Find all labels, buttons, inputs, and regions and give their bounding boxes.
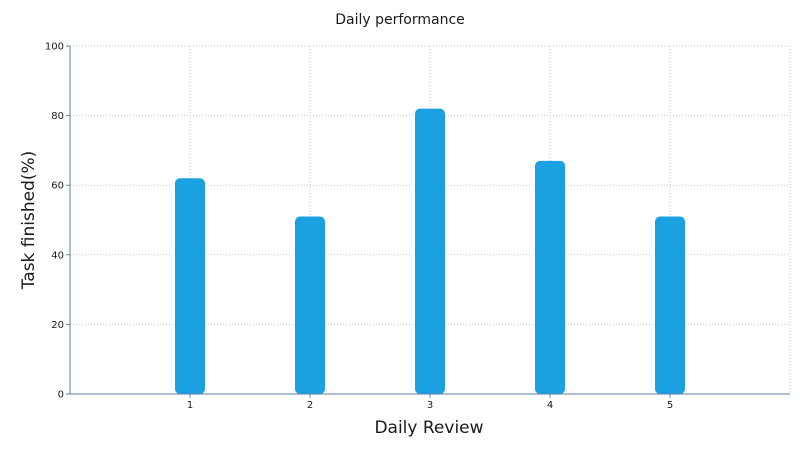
bar [175,178,205,394]
x-tick-label: 2 [307,400,313,411]
y-axis-label: Task finished(%) [19,151,39,291]
bar [655,216,685,394]
bar [295,216,325,394]
bar [535,160,565,394]
x-tick-label: 4 [547,400,553,411]
y-tick-label: 60 [51,181,64,192]
chart-title: Daily performance [335,12,465,28]
bar [415,108,445,394]
x-tick-label: 1 [187,400,193,411]
y-tick-label: 40 [51,250,64,261]
y-tick-label: 0 [58,390,64,401]
y-tick-label: 100 [45,42,64,53]
x-tick-label: 3 [427,400,433,411]
x-axis-label: Daily Review [374,418,483,438]
bars [175,108,685,394]
y-tick-label: 80 [51,111,64,122]
y-tick-label: 20 [51,320,64,331]
ticks: 0 20 40 60 80 100 1 2 3 4 5 [45,42,673,412]
x-tick-label: 5 [667,400,673,411]
